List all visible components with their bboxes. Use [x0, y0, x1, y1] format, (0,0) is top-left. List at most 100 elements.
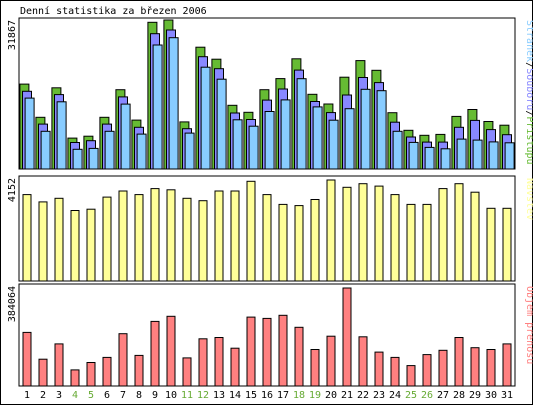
bar-visits-day-28 — [454, 183, 464, 282]
bar-visits-day-20 — [326, 179, 336, 282]
legend-separator: / — [524, 110, 533, 116]
y-max-label-visits: 4152 — [7, 178, 18, 202]
bar-visits-day-10 — [166, 189, 176, 282]
chart-panels: 31867Stránek/Souborů/Přístupů4152Návštěv… — [7, 17, 533, 387]
bar-kbytes-day-15 — [246, 316, 256, 387]
y-max-label-requests: 31867 — [7, 20, 18, 50]
bar-kbytes-day-3 — [54, 343, 64, 387]
bar-visits-day-8 — [134, 194, 144, 282]
legend-visits: Návštěv — [524, 178, 533, 220]
bar-kbytes-day-24 — [390, 356, 400, 387]
bar-visits-day-4 — [70, 210, 80, 282]
x-tick-label-25: 25 — [405, 390, 417, 401]
bar-pages-day-27 — [440, 148, 451, 170]
bar-pages-day-21 — [344, 108, 355, 170]
x-tick-label-6: 6 — [104, 390, 110, 401]
bar-pages-day-8 — [136, 133, 147, 170]
bar-pages-day-2 — [40, 130, 51, 170]
bar-visits-day-13 — [214, 190, 224, 282]
x-tick-label-7: 7 — [120, 390, 126, 401]
bar-pages-day-4 — [72, 148, 83, 170]
legend-requests: Stránek/Souborů/Přístupů — [524, 20, 533, 165]
bar-visits-day-17 — [278, 203, 288, 282]
x-tick-label-21: 21 — [341, 390, 353, 401]
bar-visits-day-18 — [294, 205, 304, 282]
x-tick-label-22: 22 — [357, 390, 369, 401]
bar-visits-day-23 — [374, 185, 384, 282]
bar-pages-day-10 — [168, 37, 179, 170]
panel-kbytes: 384064 Objem přenosů — [7, 283, 533, 387]
x-tick-label-11: 11 — [181, 390, 193, 401]
x-tick-label-23: 23 — [373, 390, 385, 401]
legend-entry-pages: Stránek — [524, 20, 533, 62]
bar-kbytes-day-26 — [422, 354, 432, 387]
bar-kbytes-day-6 — [102, 356, 112, 387]
bar-visits-day-21 — [342, 186, 352, 282]
bar-kbytes-day-19 — [310, 349, 320, 387]
x-tick-label-18: 18 — [293, 390, 305, 401]
bar-visits-day-6 — [102, 196, 112, 282]
bar-visits-day-7 — [118, 190, 128, 282]
bar-kbytes-day-17 — [278, 314, 288, 387]
bar-visits-day-5 — [86, 208, 96, 282]
bar-kbytes-day-11 — [182, 357, 192, 387]
bar-kbytes-day-28 — [454, 337, 464, 387]
bar-kbytes-day-4 — [70, 369, 80, 387]
bar-pages-day-29 — [472, 139, 483, 170]
bar-pages-day-14 — [232, 119, 243, 170]
bar-visits-day-14 — [230, 190, 240, 282]
bar-pages-day-9 — [152, 44, 163, 170]
x-tick-label-26: 26 — [421, 390, 433, 401]
x-tick-label-2: 2 — [40, 390, 46, 401]
x-tick-label-17: 17 — [277, 390, 289, 401]
x-tick-label-27: 27 — [437, 390, 449, 401]
x-tick-label-14: 14 — [229, 390, 241, 401]
x-tick-label-20: 20 — [325, 390, 337, 401]
bar-visits-day-15 — [246, 180, 256, 282]
bar-visits-day-29 — [470, 191, 480, 282]
bar-kbytes-day-14 — [230, 347, 240, 387]
bar-kbytes-day-23 — [374, 351, 384, 387]
bar-visits-day-3 — [54, 197, 64, 282]
x-tick-label-30: 30 — [485, 390, 497, 401]
legend-entry-hits: Přístupů — [524, 116, 533, 164]
bar-pages-day-24 — [392, 130, 403, 170]
bar-visits-day-26 — [422, 203, 432, 282]
x-tick-label-9: 9 — [152, 390, 158, 401]
bar-visits-day-25 — [406, 203, 416, 282]
bar-visits-day-2 — [38, 201, 48, 282]
bar-visits-day-22 — [358, 183, 368, 282]
bar-pages-day-19 — [312, 106, 323, 170]
x-tick-label-13: 13 — [213, 390, 225, 401]
bar-visits-day-31 — [502, 207, 512, 282]
bar-pages-day-25 — [408, 141, 419, 170]
bar-pages-day-23 — [376, 90, 387, 170]
bar-pages-day-31 — [504, 142, 515, 170]
bar-visits-day-24 — [390, 194, 400, 282]
bar-visits-day-30 — [486, 207, 496, 282]
x-tick-label-1: 1 — [24, 390, 30, 401]
bar-visits-day-27 — [438, 188, 448, 282]
x-tick-label-31: 31 — [501, 390, 513, 401]
bar-pages-day-26 — [424, 146, 435, 170]
bar-pages-day-28 — [456, 138, 467, 170]
x-tick-label-24: 24 — [389, 390, 401, 401]
bar-pages-day-18 — [296, 78, 307, 170]
x-tick-label-12: 12 — [197, 390, 209, 401]
panel-visits: 4152 Návštěv — [7, 175, 533, 282]
bar-visits-day-19 — [310, 199, 320, 282]
bar-kbytes-day-8 — [134, 354, 144, 387]
chart-title: Denní statistika za březen 2006 — [20, 5, 207, 17]
bar-kbytes-day-10 — [166, 315, 176, 387]
bar-visits-day-1 — [22, 194, 32, 282]
bar-kbytes-day-31 — [502, 343, 512, 387]
bar-kbytes-day-1 — [22, 331, 32, 387]
bar-visits-day-9 — [150, 188, 160, 282]
bar-pages-day-13 — [216, 78, 227, 170]
x-tick-label-8: 8 — [136, 390, 142, 401]
bar-kbytes-day-20 — [326, 335, 336, 387]
bar-kbytes-day-21 — [342, 287, 352, 387]
